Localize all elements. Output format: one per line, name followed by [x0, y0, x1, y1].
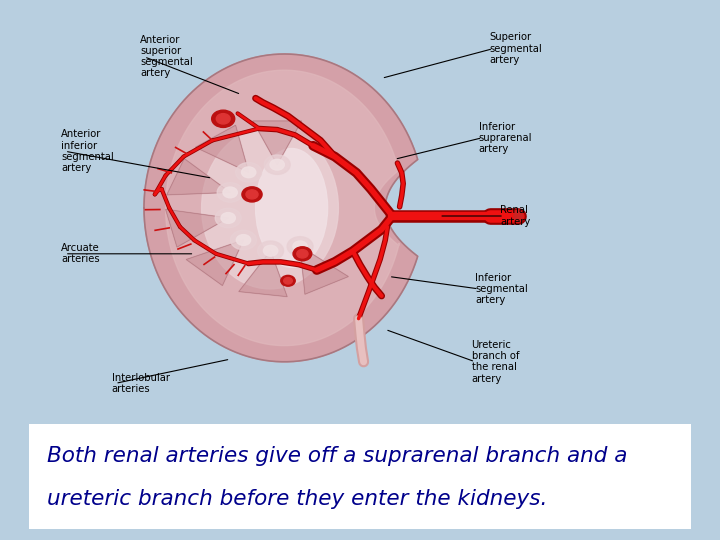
- Polygon shape: [195, 125, 248, 172]
- Circle shape: [212, 110, 235, 127]
- Circle shape: [230, 230, 256, 249]
- Circle shape: [235, 163, 261, 182]
- Circle shape: [270, 159, 284, 170]
- Circle shape: [223, 187, 238, 198]
- Circle shape: [264, 155, 290, 174]
- Ellipse shape: [256, 148, 328, 267]
- Polygon shape: [144, 54, 418, 362]
- Polygon shape: [186, 240, 243, 286]
- Text: Arcuate
arteries: Arcuate arteries: [61, 243, 100, 265]
- Polygon shape: [166, 70, 400, 346]
- Circle shape: [221, 213, 235, 224]
- Circle shape: [241, 167, 256, 178]
- Text: Both renal arteries give off a suprarenal branch and a: Both renal arteries give off a suprarena…: [47, 446, 627, 465]
- Circle shape: [215, 208, 241, 228]
- Circle shape: [236, 234, 251, 245]
- Circle shape: [297, 249, 308, 258]
- Text: Ureteric
branch of
the renal
artery: Ureteric branch of the renal artery: [472, 340, 519, 383]
- Text: ureteric branch before they enter the kidneys.: ureteric branch before they enter the ki…: [47, 489, 547, 509]
- Text: Interlobular
arteries: Interlobular arteries: [112, 373, 170, 394]
- Text: Inferior
suprarenal
artery: Inferior suprarenal artery: [479, 122, 532, 154]
- Polygon shape: [239, 251, 287, 296]
- Circle shape: [287, 237, 313, 256]
- Text: Anterior
inferior
segmental
artery: Anterior inferior segmental artery: [61, 130, 114, 173]
- Polygon shape: [166, 210, 228, 247]
- Circle shape: [258, 241, 284, 260]
- Polygon shape: [300, 246, 348, 294]
- Circle shape: [264, 245, 278, 256]
- Text: Superior
segmental
artery: Superior segmental artery: [490, 32, 542, 65]
- Circle shape: [293, 247, 312, 261]
- Bar: [29, 424, 691, 529]
- Circle shape: [217, 183, 243, 202]
- Ellipse shape: [202, 127, 338, 289]
- Circle shape: [216, 113, 230, 124]
- Circle shape: [246, 190, 258, 199]
- Polygon shape: [167, 159, 230, 195]
- Circle shape: [284, 278, 292, 284]
- Circle shape: [281, 275, 295, 286]
- Text: Renal
artery: Renal artery: [500, 205, 531, 227]
- Text: Inferior
segmental
artery: Inferior segmental artery: [475, 273, 528, 305]
- Ellipse shape: [514, 210, 523, 222]
- Circle shape: [242, 187, 262, 202]
- Text: Anterior
superior
segmental
artery: Anterior superior segmental artery: [140, 35, 193, 78]
- Circle shape: [293, 241, 307, 252]
- Polygon shape: [253, 121, 302, 165]
